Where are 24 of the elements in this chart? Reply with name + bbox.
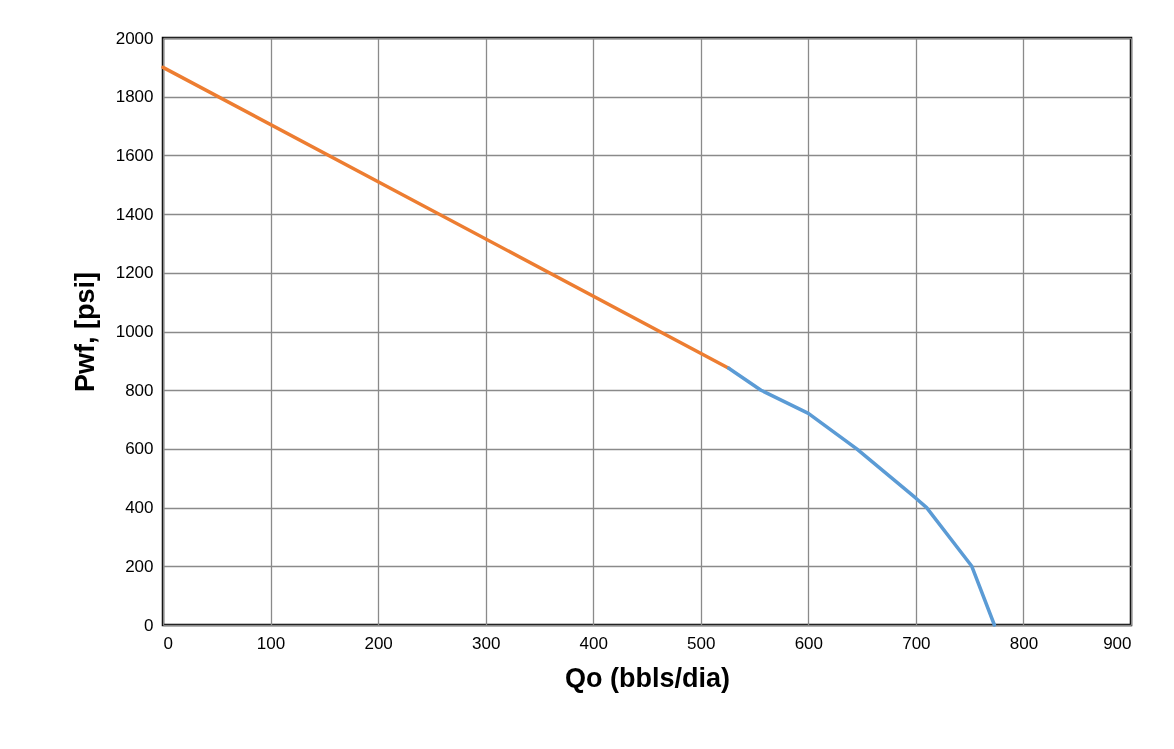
y-tick-label: 600 xyxy=(125,439,154,459)
x-tick-label: 900 xyxy=(1103,633,1132,653)
y-tick-label: 200 xyxy=(125,556,154,576)
line-series xyxy=(726,366,997,627)
x-tick-label: 500 xyxy=(687,633,716,653)
x-tick-label: 0 xyxy=(163,633,173,653)
x-tick-label: 700 xyxy=(902,633,931,653)
x-tick-label: 300 xyxy=(471,633,501,653)
y-tick-label: 800 xyxy=(125,380,154,400)
y-tick-label: 400 xyxy=(125,498,154,518)
x-tick-label: 100 xyxy=(256,633,286,653)
y-tick-label: 2000 xyxy=(115,28,154,48)
x-tick-label: 600 xyxy=(794,633,824,653)
x-axis-title: Qo (bbls/dia) xyxy=(565,662,730,693)
y-tick-label: 1600 xyxy=(115,145,154,165)
y-tick-label: 1800 xyxy=(115,87,154,107)
y-tick-label: 0 xyxy=(144,615,154,635)
y-tick-label: 1000 xyxy=(115,322,154,341)
x-tick-label: 200 xyxy=(364,633,393,653)
y-tick-label: 1400 xyxy=(115,204,154,224)
x-tick-label: 400 xyxy=(579,633,608,653)
y-axis-title: Pwf, [psi] xyxy=(69,272,100,392)
y-tick-label: 1200 xyxy=(115,263,154,283)
x-tick-label: 800 xyxy=(1009,633,1039,653)
